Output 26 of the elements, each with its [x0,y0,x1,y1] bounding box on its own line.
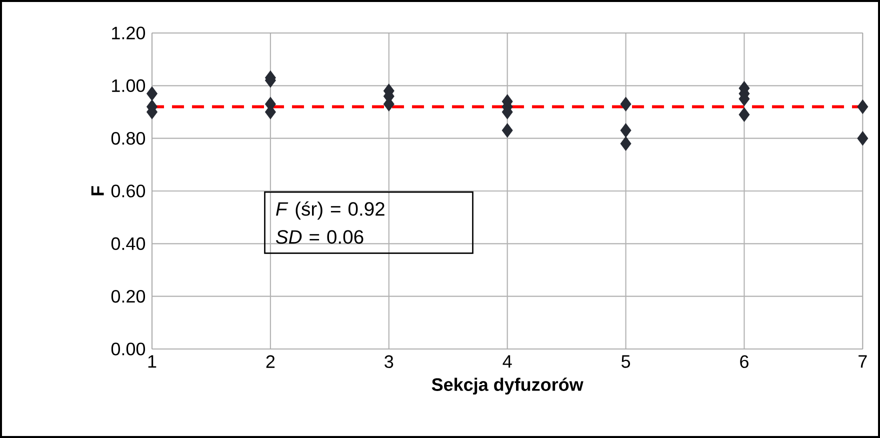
y-tick-label: 0.60 [111,184,146,198]
x-tick-label: 5 [622,355,630,368]
point [620,96,632,112]
point [620,123,632,138]
y-tick-label: 1.20 [112,26,146,40]
x-axis-title: Sekcja dyfuzorów [432,378,584,395]
y-axis-title: F [91,186,104,196]
y-tick-label: 0.80 [111,132,146,145]
x-tick-label: 7 [858,355,867,368]
x-tick-label: 3 [384,355,394,368]
point [857,100,868,114]
annotation: F (śr) = 0.92 [276,201,384,220]
point [857,131,868,146]
y-tick-label: 0.40 [111,237,146,250]
x-tick-label: 4 [502,355,512,368]
y-tick-label: 1.00 [112,79,146,92]
x-tick-label: 2 [266,355,275,368]
point [620,136,632,151]
x-tick-label: 1 [148,355,156,368]
x-tick-label: 6 [740,355,748,368]
point [502,123,513,138]
y-tick-label: 0.20 [111,290,146,303]
y-tick-label: 0.00 [111,342,146,356]
annotation: SD = 0.06 [276,230,364,244]
point [738,107,750,122]
point [146,86,158,101]
